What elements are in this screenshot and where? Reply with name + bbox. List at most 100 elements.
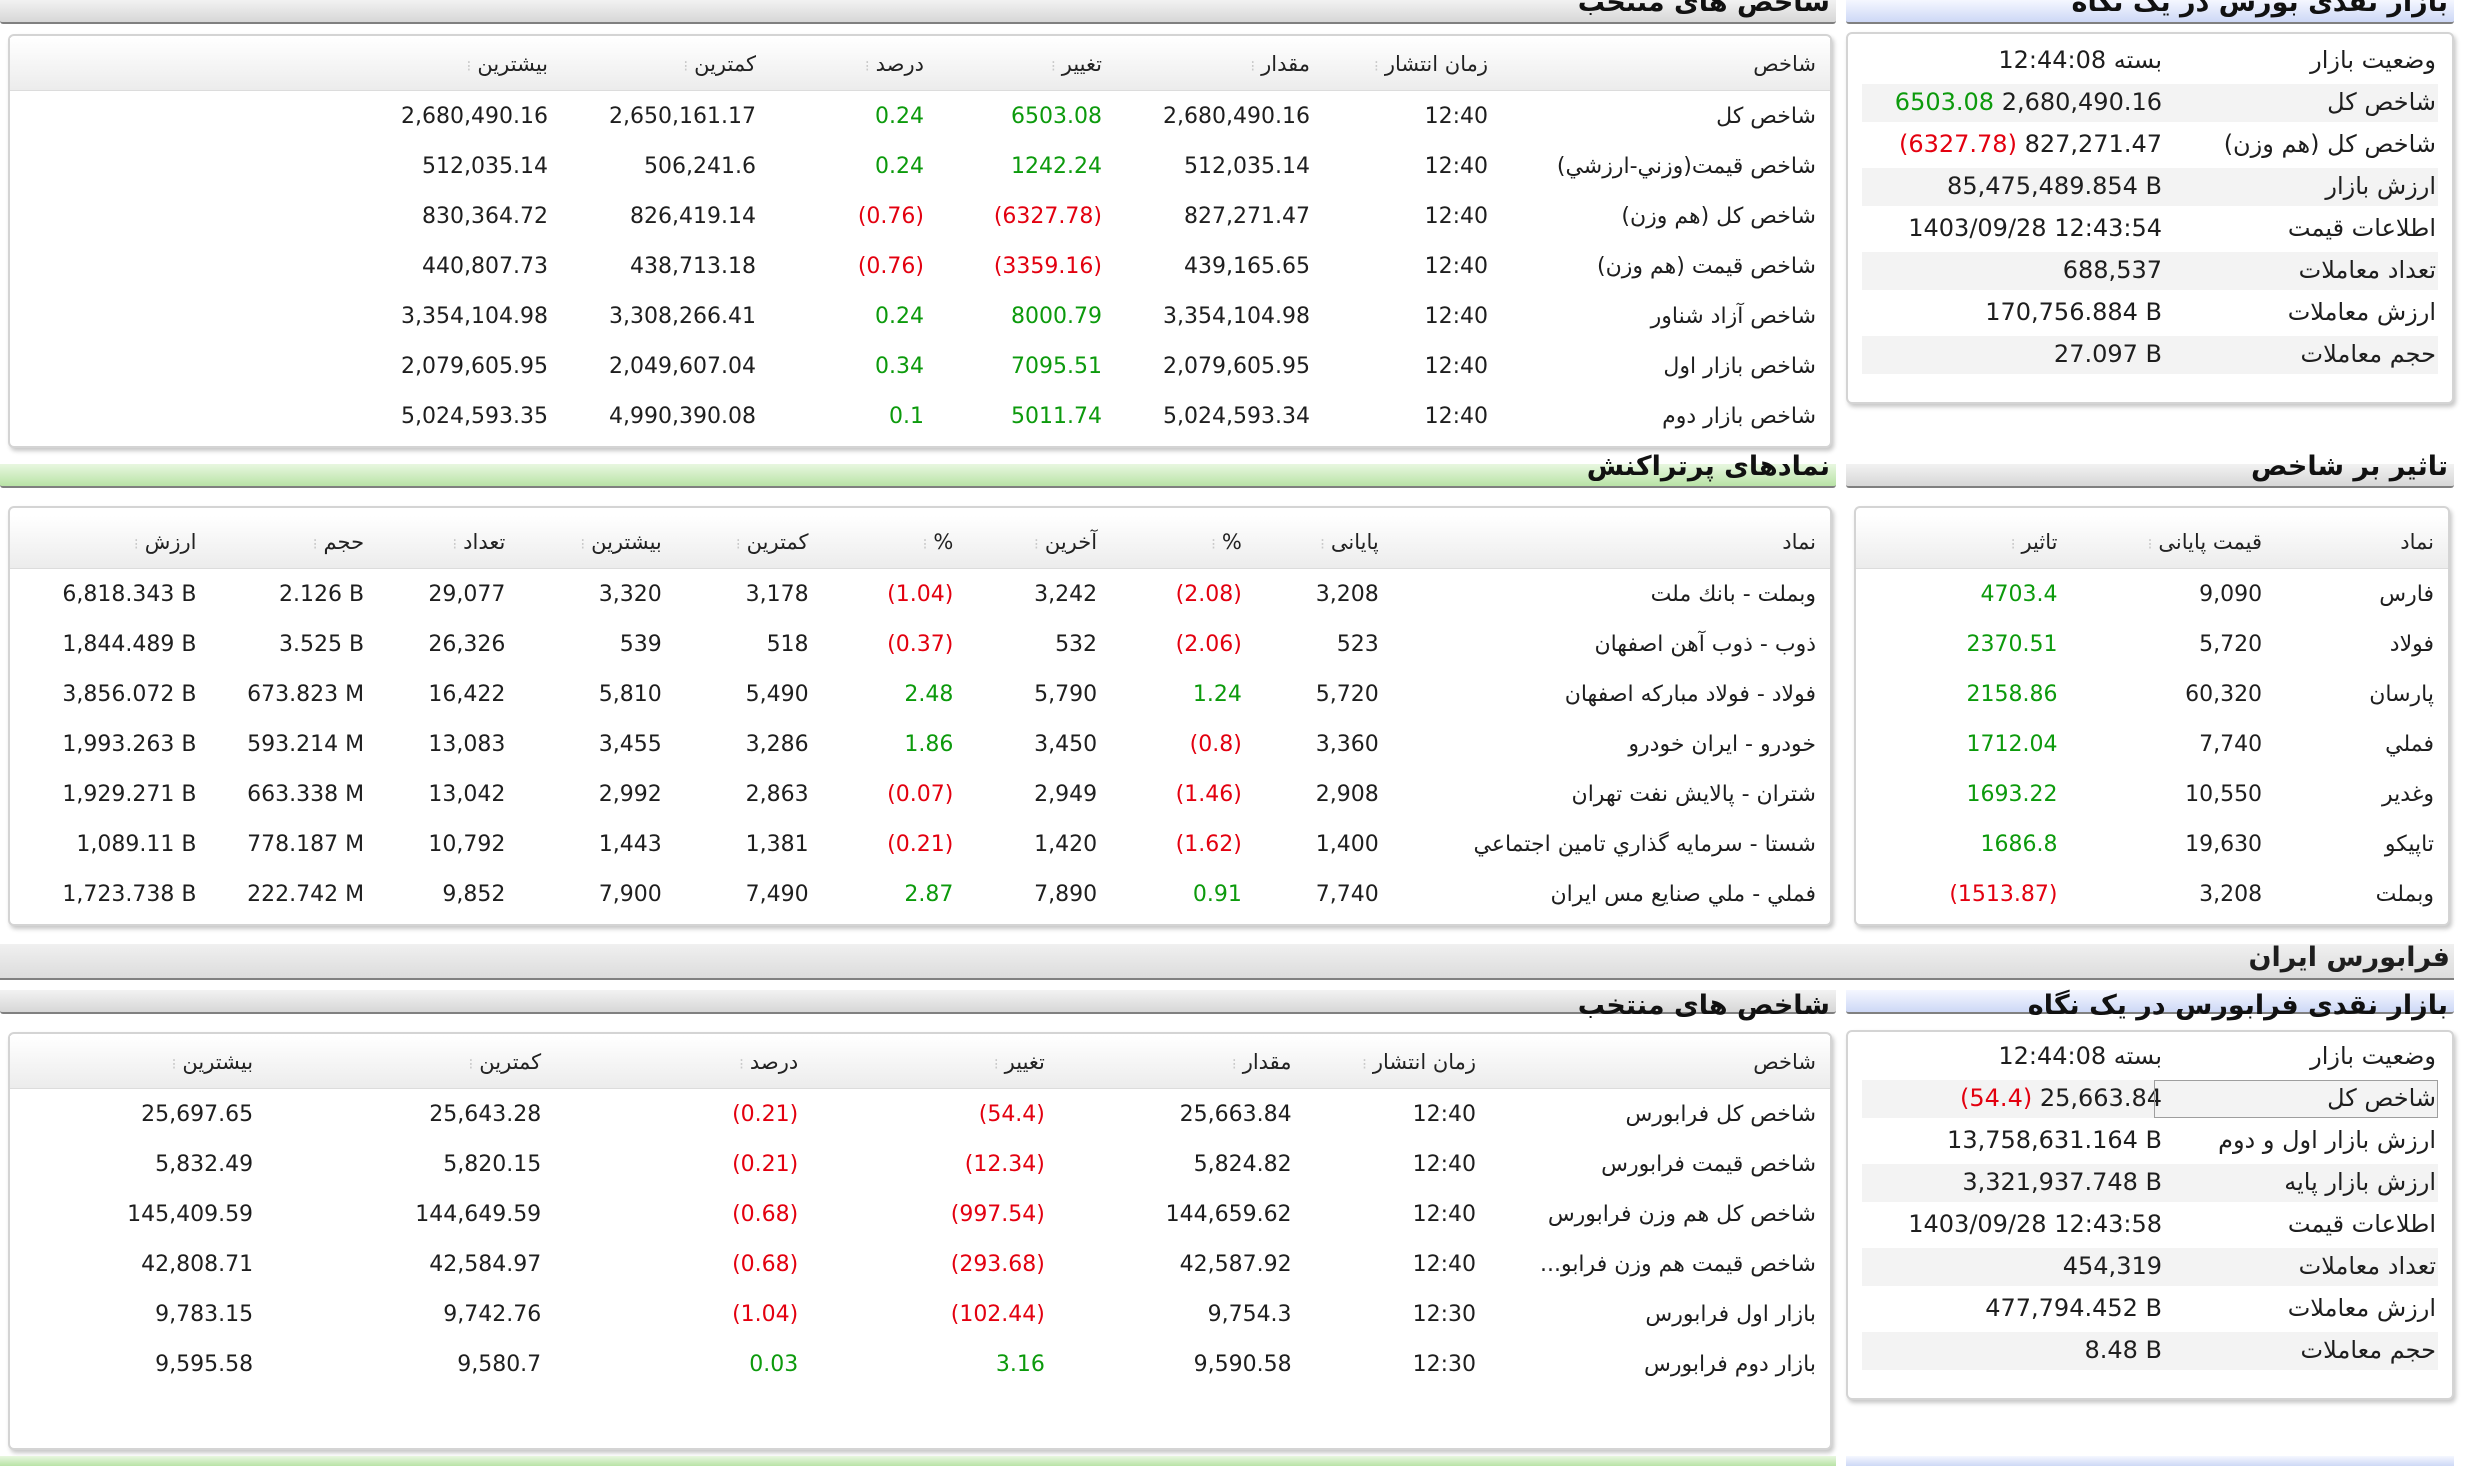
bourse-glance-row: تعداد معاملات 688,537 <box>1848 250 2452 292</box>
bourse-indices-cell-time: 12:40 <box>1424 353 1488 379</box>
impact-header-cell: قیمت پایانی ⁝ <box>2071 516 2277 569</box>
active-header-label: حجم <box>323 530 365 554</box>
active-header-label: بیشترین <box>591 530 662 554</box>
bourse-indices-header-label: مقدار <box>1261 52 1310 76</box>
bourse-indices-cell-time: 12:40 <box>1424 303 1488 329</box>
farabourse-indices-header-label: زمان انتشار <box>1372 1050 1477 1074</box>
bottom-strip-left <box>0 1456 1836 1466</box>
bourse-indices-cell-max: 830,364.72 <box>422 203 548 229</box>
farabourse-indices-cell-max: 145,409.59 <box>127 1201 254 1227</box>
bourse-glance-value: 27.097 B <box>2054 340 2162 368</box>
active-cell-close: 5,720 <box>1315 681 1379 707</box>
bourse-glance-row-bg <box>1862 84 2438 122</box>
bourse-indices-cell-name: شاخص قیمت(وزني-ارزشي) <box>1556 153 1816 179</box>
bourse-indices-cell-min: 2,650,161.17 <box>609 103 756 129</box>
farabourse-indices-row: شاخص کل هم وزن فرابورس 12:40 144,659.62 (99… <box>10 1189 1830 1239</box>
impact-row: وغدير 10,550 1693.22 <box>1856 769 2448 819</box>
active-cell-symbol: شستا - سرمايه گذاري تامين اجتماعي <box>1473 831 1817 857</box>
farabourse-indices-cell-min: 9,580.7 <box>457 1351 542 1377</box>
bourse-glance-list: وضعیت بازار بسته 12:44:08 شاخص کل 6503.08 2… <box>1848 40 2452 376</box>
bourse-indices-cell-change: 5011.74 <box>1011 403 1102 429</box>
bourse-glance-value: 1403/09/28 12:43:54 <box>1908 214 2162 242</box>
active-cell-value: 1,723.738 B <box>62 881 197 907</box>
farabourse-indices-cell-time: 12:40 <box>1412 1151 1477 1177</box>
farabourse-indices-cell-value: 5,824.82 <box>1193 1151 1292 1177</box>
impact-table: نماد قیمت پایانی ⁝ تاثیر ⁝ فارس 9,090 4703.4 فول… <box>1856 516 2448 919</box>
bourse-indices-cell-value: 2,079,605.95 <box>1163 353 1310 379</box>
bourse-indices-header-cell: درصد ⁝ <box>770 38 938 91</box>
bourse-glance-value: 688,537 <box>2063 256 2162 284</box>
active-cell-max: 5,810 <box>598 681 662 707</box>
bourse-indices-cell-pct: (0.76) <box>857 253 924 279</box>
farabourse-glance-value: 454,319 <box>2063 1252 2162 1280</box>
farabourse-indices-cell-time: 12:40 <box>1412 1251 1477 1277</box>
bourse-glance-row: شاخص کل (هم وزن) (6327.78) 827,271.47 <box>1848 124 2452 166</box>
bourse-indices-title-bar: شاخص های منتخب <box>0 0 1836 24</box>
farabourse-section-title: فرابورس ایران <box>2248 942 2451 973</box>
farabourse-glance-value: 8.48 B <box>2084 1336 2162 1364</box>
farabourse-glance-key: ارزش معاملات <box>2287 1294 2436 1322</box>
active-row: ذوب - ذوب آهن اصفهان 523 (2.06) 532 (0.37) 51… <box>10 619 1830 669</box>
bourse-indices-cell-name: شاخص بازار اول <box>1663 353 1816 379</box>
bourse-indices-header-row: شاخص زمان انتشار ⁝ مقدار ⁝ تغییر ⁝ درصد ⁝ کمترین ⁝… <box>10 38 1830 91</box>
active-cell-count: 13,083 <box>428 731 506 757</box>
farabourse-glance-change: (54.4) <box>1960 1084 2033 1112</box>
active-header-cell: کمترین ⁝ <box>675 516 823 569</box>
bourse-indices-cell-min: 438,713.18 <box>630 253 756 279</box>
bourse-indices-header-cell: مقدار ⁝ <box>1116 38 1324 91</box>
impact-header-row: نماد قیمت پایانی ⁝ تاثیر ⁝ <box>1856 516 2448 569</box>
bourse-indices-header-sort: ⁝ <box>466 57 472 75</box>
farabourse-indices-row: شاخص قیمت فرابورس 12:40 5,824.82 (12.34) (0.… <box>10 1139 1830 1189</box>
active-header-cell: تعداد ⁝ <box>378 516 520 569</box>
active-cell-volume: 3.525 B <box>278 631 365 657</box>
impact-cell-symbol: تاپيكو <box>2384 831 2434 857</box>
impact-row: فارس 9,090 4703.4 <box>1856 569 2448 620</box>
selected-row-outline <box>2154 1080 2438 1118</box>
impact-header-sort: ⁝ <box>2147 535 2153 553</box>
bourse-indices-cell-change: 8000.79 <box>1011 303 1102 329</box>
bourse-indices-filler <box>10 391 354 441</box>
bourse-indices-cell-max: 512,035.14 <box>422 153 548 179</box>
bourse-glance-title-bar: بازار نقدی بورس در یک نگاه <box>1846 0 2454 24</box>
active-cell-closePct: (1.62) <box>1175 831 1242 857</box>
bourse-indices-row: شاخص قیمت(وزني-ارزشي) 12:40 512,035.14 1242… <box>10 141 1830 191</box>
farabourse-indices-cell-min: 5,820.15 <box>443 1151 542 1177</box>
bourse-indices-header-label: درصد <box>875 52 924 76</box>
bourse-glance-amount: 1403/09/28 12:43:54 <box>1908 214 2162 242</box>
active-cell-count: 10,792 <box>428 831 506 857</box>
bourse-indices-filler <box>10 341 354 391</box>
active-cell-volume: 663.338 M <box>247 781 365 807</box>
farabourse-glance-row: ارزش بازار پایه 3,321,937.748 B <box>1848 1162 2452 1204</box>
farabourse-indices-cell-change: (997.54) <box>950 1201 1045 1227</box>
farabourse-indices-row: بازار اول فرابورس 12:30 9,754.3 (102.44) (1.… <box>10 1289 1830 1339</box>
farabourse-indices-header-row: شاخص زمان انتشار ⁝ مقدار ⁝ تغییر ⁝ درصد ⁝ کمترین ⁝… <box>10 1036 1830 1089</box>
bourse-indices-cell-min: 506,241.6 <box>644 153 756 179</box>
active-row: فملي - ملي صنايع مس ايران 7,740 0.91 7,890 2… <box>10 869 1830 919</box>
active-cell-close: 2,908 <box>1315 781 1379 807</box>
bourse-indices-cell-value: 439,165.65 <box>1184 253 1310 279</box>
bourse-indices-cell-pct: 0.24 <box>875 303 924 329</box>
bourse-glance-key: حجم معاملات <box>2300 340 2436 368</box>
active-cell-value: 6,818.343 B <box>62 581 197 607</box>
farabourse-glance-row-bg <box>1862 1248 2438 1286</box>
bourse-glance-amount: بسته 12:44:08 <box>1998 46 2162 74</box>
farabourse-glance-row: اطلاعات قیمت 1403/09/28 12:43:58 <box>1848 1204 2452 1246</box>
bourse-indices-header-sort: ⁝ <box>864 57 870 75</box>
active-header-cell: پایانی ⁝ <box>1255 516 1393 569</box>
bourse-indices-cell-change: 6503.08 <box>1011 103 1102 129</box>
bourse-indices-cell-time: 12:40 <box>1424 403 1488 429</box>
bourse-glance-panel: بازار نقدی بورس در یک نگاه وضعیت بازار بس… <box>1846 0 2454 408</box>
bourse-indices-cell-time: 12:40 <box>1424 153 1488 179</box>
farabourse-indices-cell-pct: (0.21) <box>732 1101 799 1127</box>
farabourse-glance-value: 13,758,631.164 B <box>1947 1126 2162 1154</box>
bourse-indices-row: شاخص بازار دوم 12:40 5,024,593.34 5011.74 0.… <box>10 391 1830 441</box>
active-header-label: ارزش <box>144 530 197 554</box>
farabourse-indices-cell-min: 25,643.28 <box>429 1101 542 1127</box>
impact-cell-close: 7,740 <box>2199 731 2263 757</box>
active-header-sort: ⁝ <box>133 535 139 553</box>
active-title-bar: نمادهای پرتراکنش <box>0 451 1836 488</box>
bourse-glance-key: وضعیت بازار <box>2310 46 2436 74</box>
impact-title-bar: تاثیر بر شاخص <box>1846 451 2454 488</box>
active-header-cell: %⁝ <box>1111 516 1256 569</box>
bourse-indices-cell-max: 2,680,490.16 <box>401 103 548 129</box>
